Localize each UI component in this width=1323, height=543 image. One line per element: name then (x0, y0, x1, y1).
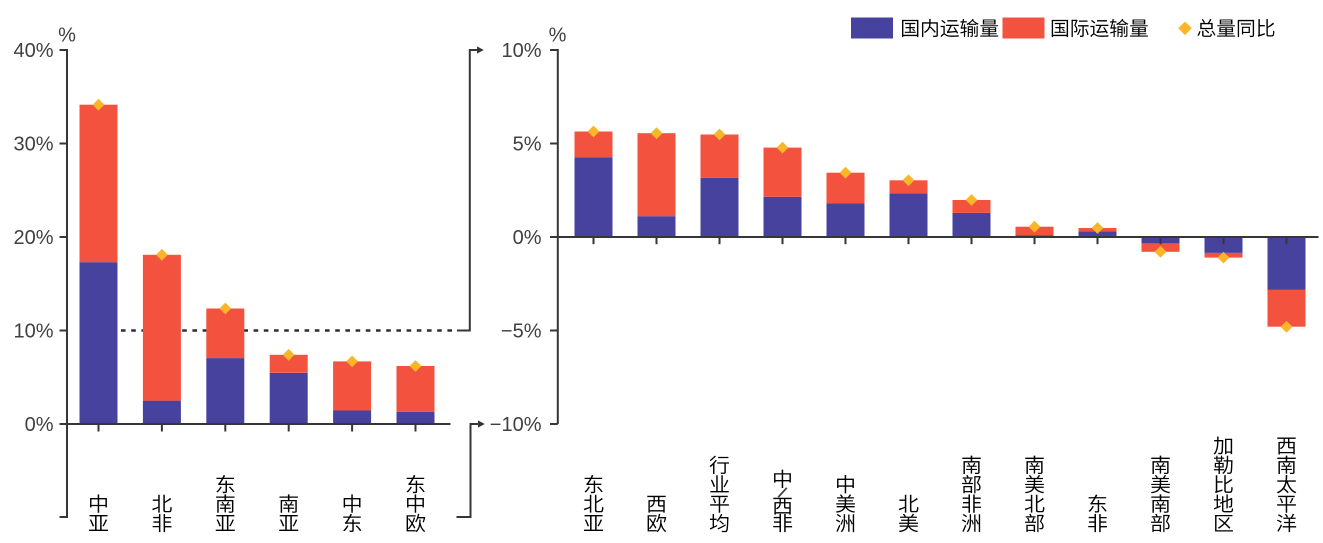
svg-text:%: % (58, 25, 76, 47)
svg-text:40%: 40% (13, 40, 53, 62)
svg-text:0%: 0% (513, 227, 542, 249)
svg-text:10%: 10% (501, 40, 541, 62)
svg-text:10%: 10% (13, 320, 53, 342)
svg-text:5%: 5% (513, 133, 542, 155)
svg-text:20%: 20% (13, 227, 53, 249)
svg-text:−10%: −10% (490, 414, 542, 436)
svg-text:0%: 0% (25, 414, 54, 436)
svg-text:−5%: −5% (501, 320, 542, 342)
svg-text:30%: 30% (13, 133, 53, 155)
svg-text:%: % (549, 25, 567, 47)
